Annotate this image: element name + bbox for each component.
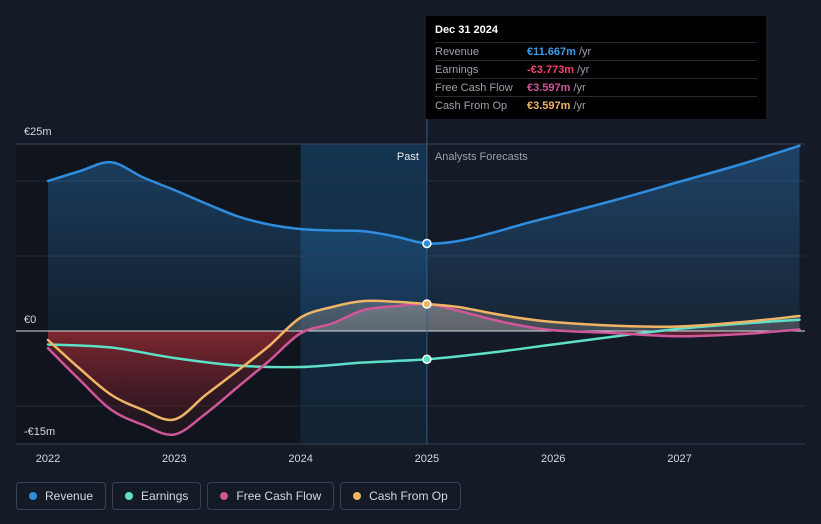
y-tick-label-zero: €0	[24, 314, 36, 326]
legend-dot-icon	[220, 492, 229, 500]
legend-label: Free Cash Flow	[236, 489, 322, 503]
tooltip-unit: /yr	[577, 63, 590, 76]
legend-item-free-cash-flow[interactable]: Free Cash Flow	[207, 482, 335, 510]
legend-item-revenue[interactable]: Revenue	[16, 482, 107, 510]
x-tick-label: 2022	[36, 453, 60, 465]
highlight-dot-revenue	[422, 238, 432, 249]
tooltip-value: €3.597m	[527, 81, 571, 94]
tooltip-row-earnings: Earnings -€3.773m /yr	[435, 60, 757, 78]
legend-dot-icon	[125, 492, 134, 500]
tooltip-value: €3.597m	[527, 99, 571, 112]
tooltip-row-revenue: Revenue €11.667m /yr	[435, 42, 757, 60]
legend-item-cash-from-op[interactable]: Cash From Op	[340, 482, 461, 510]
series-line-revenue	[46, 144, 801, 245]
x-tick-label: 2024	[288, 453, 312, 465]
legend-dot-icon	[29, 492, 37, 500]
tooltip-unit: /yr	[573, 81, 586, 94]
y-tick-label-top: €25m	[24, 126, 52, 138]
tooltip-label: Revenue	[435, 45, 480, 58]
highlight-dots	[422, 238, 432, 365]
x-tick-label: 2027	[667, 453, 691, 465]
area-fills	[48, 145, 800, 435]
tooltip-row-cash-from-op: Cash From Op €3.597m /yr	[435, 96, 757, 114]
series-line-free-cash-flow	[46, 302, 801, 437]
tooltip-value: €11.667m	[527, 45, 576, 58]
highlight-dot-earnings	[422, 354, 432, 365]
legend: Revenue Earnings Free Cash Flow Cash Fro…	[16, 482, 461, 510]
revenue-area	[48, 145, 800, 331]
tooltip-date: Dec 31 2024	[435, 24, 498, 36]
tooltip: Dec 31 2024 Revenue €11.667m /yr Earning…	[426, 16, 766, 119]
x-tick-label: 2026	[541, 453, 565, 465]
past-label: Past	[397, 151, 419, 163]
x-tick-label: 2025	[415, 453, 439, 465]
tooltip-label: Cash From Op	[435, 99, 508, 112]
tooltip-row-free-cash-flow: Free Cash Flow €3.597m /yr	[435, 78, 757, 96]
legend-item-earnings[interactable]: Earnings	[112, 482, 202, 510]
cash-flow-positive-area	[48, 303, 800, 331]
tooltip-label: Earnings	[435, 63, 479, 76]
tooltip-value: -€3.773m	[527, 63, 575, 76]
tooltip-unit: /yr	[578, 45, 592, 58]
legend-dot-icon	[353, 492, 362, 500]
forecast-label: Analysts Forecasts	[435, 151, 528, 163]
legend-label: Revenue	[45, 489, 94, 503]
legend-label: Earnings	[141, 489, 189, 503]
revenue-earnings-chart: €25m €0 -€15m Past Analysts Forecasts 20…	[16, 16, 805, 465]
x-axis-ticks: 2022 2023 2024 2025 2026 2027	[36, 453, 692, 465]
series-line-cash-from-op	[46, 299, 801, 422]
tooltip-unit: /yr	[573, 99, 586, 112]
cash-flow-negative-area	[48, 331, 800, 435]
legend-label: Cash From Op	[369, 489, 448, 503]
y-tick-label-bottom: -€15m	[24, 426, 55, 438]
highlight-dot-cash-from-op	[422, 299, 432, 309]
x-tick-label: 2023	[162, 453, 186, 465]
tooltip-label: Free Cash Flow	[435, 81, 513, 94]
